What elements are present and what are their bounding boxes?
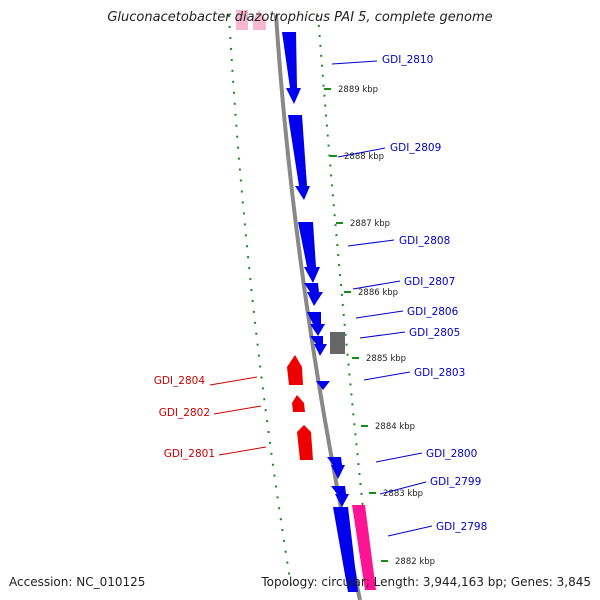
tick-label: 2887 kbp	[350, 219, 390, 229]
label-leader-line	[375, 452, 423, 463]
gene-arrow-gdi-2806	[307, 312, 325, 336]
gene-label-gdi-2801[interactable]: GDI_2801	[164, 448, 215, 460]
gene-arrow-gdi-2807	[304, 283, 323, 306]
gene-arrow-gdi-2809	[288, 115, 310, 200]
tick-label: 2883 kbp	[383, 489, 423, 499]
tick-label: 2884 kbp	[375, 422, 415, 432]
tick-label: 2889 kbp	[338, 85, 378, 95]
accession-label: Accession: NC_010125	[9, 575, 146, 589]
label-leader-line	[209, 376, 258, 386]
gene-label-gdi-2809[interactable]: GDI_2809	[390, 142, 441, 154]
position-ticks: 2889 kbp 2888 kbp 2887 kbp 2886 kbp 2885 kbp…	[324, 85, 435, 567]
label-leader-line	[355, 310, 404, 319]
faded-top-genes	[236, 10, 266, 30]
gene-label-gdi-2804[interactable]: GDI_2804	[154, 375, 206, 387]
label-leader-line	[337, 147, 386, 158]
gene-label-gdi-2806[interactable]: GDI_2806	[407, 306, 459, 318]
tick-label: 2888 kbp	[344, 152, 384, 162]
gene-label-gdi-2810[interactable]: GDI_2810	[382, 54, 433, 66]
gc-content-inner-track	[228, 14, 293, 593]
label-leader-line	[363, 371, 411, 381]
tick-label: 2882 kbp	[395, 557, 435, 567]
tick-label: 2886 kbp	[358, 288, 398, 298]
label-leader-line	[331, 60, 378, 65]
gene-arrow-gdi-2802	[292, 395, 305, 412]
gene-arrow-gdi-2800	[327, 457, 345, 479]
label-leader-line	[347, 239, 395, 247]
gene-label-gdi-2800[interactable]: GDI_2800	[426, 448, 477, 460]
label-leader-line	[387, 525, 433, 537]
gene-arrow-gdi-2799	[331, 486, 349, 507]
reverse-gene-arrows[interactable]	[287, 355, 313, 460]
tick-label: 2885 kbp	[366, 354, 406, 364]
gene-arrow-pink[interactable]	[352, 505, 376, 590]
genome-summary: Topology: circular; Length: 3,944,163 bp…	[261, 575, 591, 589]
gene-arrow-gdi-2803	[316, 381, 330, 390]
gene-arrow-gdi-2798	[333, 507, 358, 592]
gene-block-gdi-2805[interactable]	[330, 332, 345, 354]
gene-label-gdi-2807[interactable]: GDI_2807	[404, 276, 455, 288]
gene-arrow-gdi-2808	[298, 222, 320, 283]
genome-title: Gluconacetobacter diazotrophicus PAI 5, …	[107, 10, 493, 25]
label-leader-line	[359, 331, 406, 339]
label-leader-line	[352, 280, 401, 290]
gene-label-gdi-2805[interactable]: GDI_2805	[409, 327, 460, 339]
gene-label-gdi-2803[interactable]: GDI_2803	[414, 367, 465, 379]
gc-content-outer-track	[317, 14, 373, 593]
gene-label-gdi-2798[interactable]: GDI_2798	[436, 521, 487, 533]
label-leader-line	[379, 481, 427, 495]
gene-arrow-gdi-2804	[287, 355, 303, 385]
label-leader-line	[213, 405, 262, 415]
gene-label-gdi-2802[interactable]: GDI_2802	[159, 407, 210, 419]
forward-gene-arrows[interactable]	[282, 32, 358, 592]
gene-labels: GDI_2810 GDI_2809 GDI_2808 GDI_2807 GDI_2806…	[154, 54, 487, 537]
gene-arrow-gdi-2810	[282, 32, 301, 104]
gene-label-gdi-2808[interactable]: GDI_2808	[399, 235, 450, 247]
label-leader-line	[218, 446, 267, 456]
gene-arrow-gdi-2801	[297, 425, 313, 460]
gene-arrow-gdi-2805-fwd	[310, 336, 327, 356]
gene-label-gdi-2799[interactable]: GDI_2799	[430, 476, 481, 488]
